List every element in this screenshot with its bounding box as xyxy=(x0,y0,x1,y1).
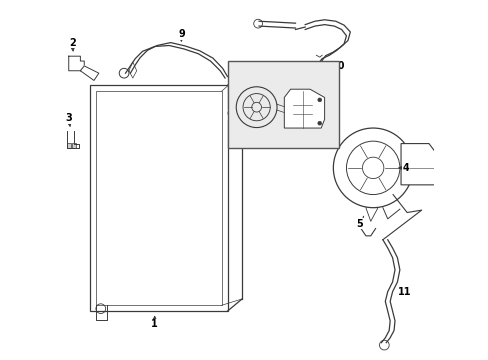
Text: 11: 11 xyxy=(397,287,410,297)
Polygon shape xyxy=(284,89,324,128)
Bar xyxy=(72,143,76,148)
Circle shape xyxy=(317,121,321,125)
Bar xyxy=(227,61,339,148)
Circle shape xyxy=(317,98,321,102)
Polygon shape xyxy=(80,66,99,81)
Text: 3: 3 xyxy=(65,113,72,123)
Text: 2: 2 xyxy=(69,37,75,48)
Text: 5: 5 xyxy=(356,219,363,229)
Bar xyxy=(67,143,71,148)
Text: 6: 6 xyxy=(226,109,233,120)
Text: 10: 10 xyxy=(332,61,345,71)
Text: 9: 9 xyxy=(178,29,184,39)
Text: 4: 4 xyxy=(402,163,408,173)
Text: 8: 8 xyxy=(248,84,255,94)
Polygon shape xyxy=(90,85,227,311)
Text: 1: 1 xyxy=(151,319,158,329)
Polygon shape xyxy=(400,144,435,185)
Text: 7: 7 xyxy=(282,84,288,94)
